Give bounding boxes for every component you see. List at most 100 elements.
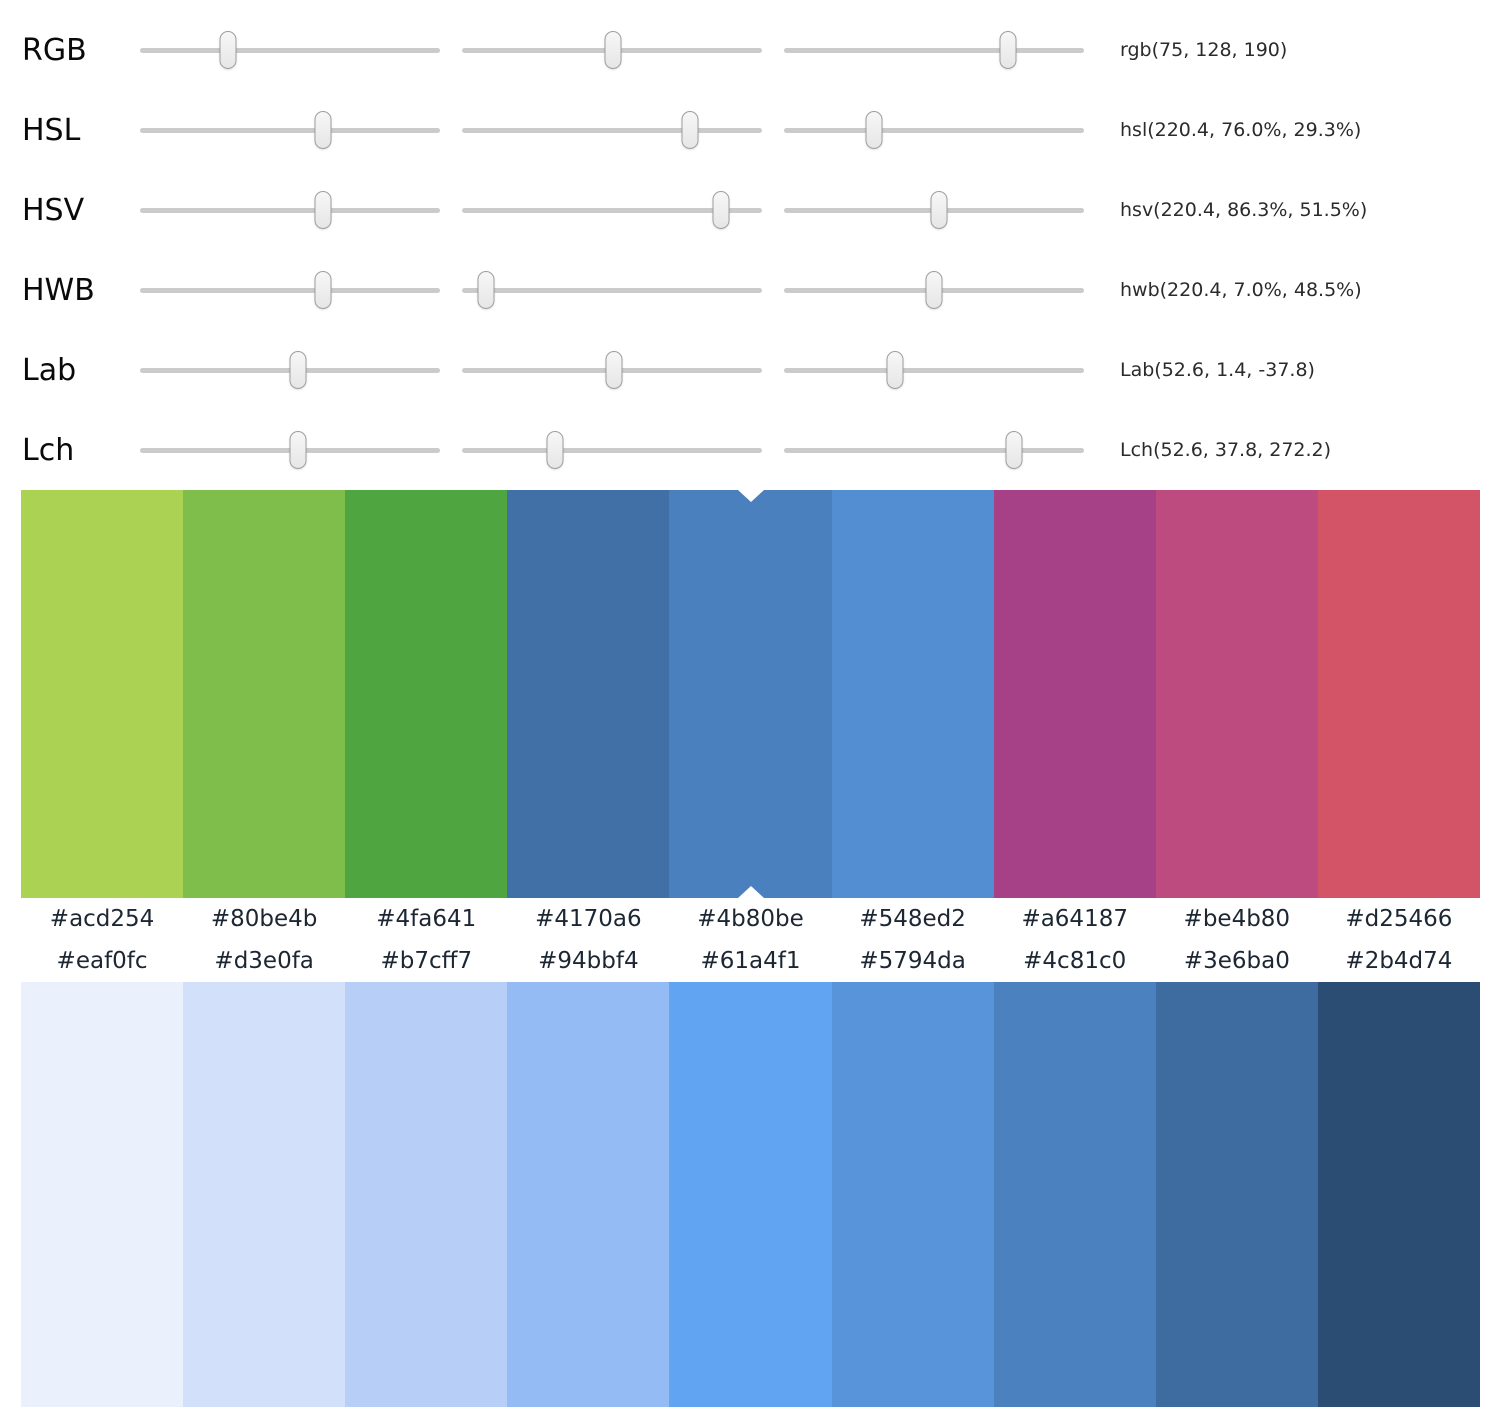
slider-row-label: Lch	[22, 432, 75, 468]
slider-rgb-channel-1[interactable]	[140, 27, 440, 73]
slider-hsl-channel-3[interactable]	[784, 107, 1084, 153]
slider-row-label: Lab	[22, 352, 77, 388]
swatch-hex-label: #548ed2	[859, 906, 966, 932]
slider-track	[784, 447, 1084, 453]
palette-swatch[interactable]	[183, 490, 346, 898]
slider-track	[140, 47, 440, 53]
slider-thumb[interactable]	[289, 351, 307, 389]
slider-thumb[interactable]	[219, 31, 237, 69]
slider-lab-channel-2[interactable]	[462, 347, 762, 393]
slider-value-text: hsl(220.4, 76.0%, 29.3%)	[1120, 119, 1362, 141]
slider-thumb[interactable]	[865, 111, 883, 149]
swatch-hex-label: #a64187	[1021, 906, 1128, 932]
slider-rgb-channel-2[interactable]	[462, 27, 762, 73]
palette-swatch[interactable]	[21, 490, 184, 898]
palette-swatch[interactable]	[183, 982, 346, 1407]
palette-swatch[interactable]	[831, 490, 994, 898]
slider-track	[784, 367, 1084, 373]
slider-value-text: Lch(52.6, 37.8, 272.2)	[1120, 439, 1332, 461]
slider-hwb-channel-1[interactable]	[140, 267, 440, 313]
slider-thumb[interactable]	[886, 351, 904, 389]
swatch-hex-label: #d25466	[1345, 906, 1453, 932]
swatch-hex-label: #4b80be	[697, 906, 804, 932]
palette-swatch[interactable]	[1155, 982, 1318, 1407]
palette-swatch[interactable]	[21, 982, 184, 1407]
slider-value-text: Lab(52.6, 1.4, -37.8)	[1120, 359, 1315, 381]
palette-swatch[interactable]	[507, 490, 670, 898]
palette-swatch[interactable]	[345, 490, 508, 898]
swatch-hex-label: #2b4d74	[1345, 948, 1453, 974]
slider-track	[140, 287, 440, 293]
slider-row-label: HSV	[22, 192, 85, 228]
slider-thumb[interactable]	[1005, 431, 1022, 469]
slider-row-rgb: RGB rgb(75, 128, 190)	[0, 10, 1501, 90]
slider-lch-channel-1[interactable]	[140, 427, 440, 473]
slider-track	[140, 207, 440, 213]
slider-hsl-channel-2[interactable]	[462, 107, 762, 153]
swatch-hex-label: #be4b80	[1183, 906, 1291, 932]
slider-thumb[interactable]	[605, 351, 622, 389]
palette-swatch[interactable]	[1317, 490, 1480, 898]
swatch-hex-label: #d3e0fa	[214, 948, 314, 974]
palette-top-hex-labels: #acd254 #80be4b #4fa641 #4170a6 #4b80be #548e…	[21, 898, 1480, 940]
slider-track	[462, 287, 762, 293]
slider-thumb[interactable]	[314, 271, 332, 309]
slider-row-hsv: HSV hsv(220.4, 86.3%, 51.5%)	[0, 170, 1501, 250]
slider-lch-channel-2[interactable]	[462, 427, 762, 473]
slider-track	[140, 127, 440, 133]
palette-top-band	[21, 490, 1480, 898]
palette-swatch[interactable]	[507, 982, 670, 1407]
palette-bottom-hex-labels: #eaf0fc #d3e0fa #b7cff7 #94bbf4 #61a4f1 #5794…	[21, 940, 1480, 982]
swatch-hex-label: #acd254	[49, 906, 155, 932]
slider-thumb[interactable]	[604, 31, 622, 69]
palette-swatch[interactable]	[993, 490, 1156, 898]
slider-row-hwb: HWB hwb(220.4, 7.0%, 48.5%)	[0, 250, 1501, 330]
slider-lab-channel-1[interactable]	[140, 347, 440, 393]
slider-thumb[interactable]	[314, 111, 332, 149]
slider-lab-channel-3[interactable]	[784, 347, 1084, 393]
slider-row-label: HSL	[22, 112, 81, 148]
selected-swatch-notch-top	[737, 490, 764, 502]
slider-thumb[interactable]	[999, 31, 1016, 69]
swatch-hex-label: #3e6ba0	[1183, 948, 1290, 974]
slider-thumb[interactable]	[925, 271, 943, 309]
swatch-hex-label: #4170a6	[535, 906, 642, 932]
slider-thumb[interactable]	[314, 191, 332, 229]
swatch-hex-label: #b7cff7	[380, 948, 473, 974]
slider-lch-channel-3[interactable]	[784, 427, 1084, 473]
slider-thumb[interactable]	[546, 431, 564, 469]
swatch-hex-label: #61a4f1	[700, 948, 801, 974]
palette-swatch[interactable]	[1155, 490, 1318, 898]
palette-swatch[interactable]	[345, 982, 508, 1407]
slider-thumb[interactable]	[712, 191, 730, 229]
slider-rgb-channel-3[interactable]	[784, 27, 1084, 73]
slider-value-text: rgb(75, 128, 190)	[1120, 39, 1288, 61]
slider-track	[462, 127, 762, 133]
slider-hsv-channel-2[interactable]	[462, 187, 762, 233]
slider-row-label: HWB	[22, 272, 95, 308]
palette-bottom-band	[21, 982, 1480, 1407]
slider-hwb-channel-3[interactable]	[784, 267, 1084, 313]
slider-track	[462, 447, 762, 453]
palette-swatch[interactable]	[993, 982, 1156, 1407]
swatch-hex-label: #80be4b	[210, 906, 318, 932]
slider-track	[784, 47, 1084, 53]
slider-hsv-channel-1[interactable]	[140, 187, 440, 233]
slider-thumb[interactable]	[289, 431, 307, 469]
slider-hwb-channel-2[interactable]	[462, 267, 762, 313]
swatch-hex-label: #4fa641	[376, 906, 477, 932]
selected-swatch-notch-bottom	[737, 886, 764, 898]
palette-swatch[interactable]	[831, 982, 994, 1407]
slider-row-lch: Lch Lch(52.6, 37.8, 272.2)	[0, 410, 1501, 490]
swatch-hex-label: #5794da	[859, 948, 966, 974]
palette-swatch[interactable]	[669, 982, 832, 1407]
palette-swatch[interactable]	[669, 490, 832, 898]
slider-thumb[interactable]	[930, 191, 947, 229]
swatch-hex-label: #4c81c0	[1023, 948, 1127, 974]
slider-thumb[interactable]	[681, 111, 699, 149]
palette-swatch[interactable]	[1317, 982, 1480, 1407]
swatch-hex-label: #94bbf4	[538, 948, 639, 974]
slider-hsv-channel-3[interactable]	[784, 187, 1084, 233]
slider-hsl-channel-1[interactable]	[140, 107, 440, 153]
slider-thumb[interactable]	[477, 271, 495, 309]
